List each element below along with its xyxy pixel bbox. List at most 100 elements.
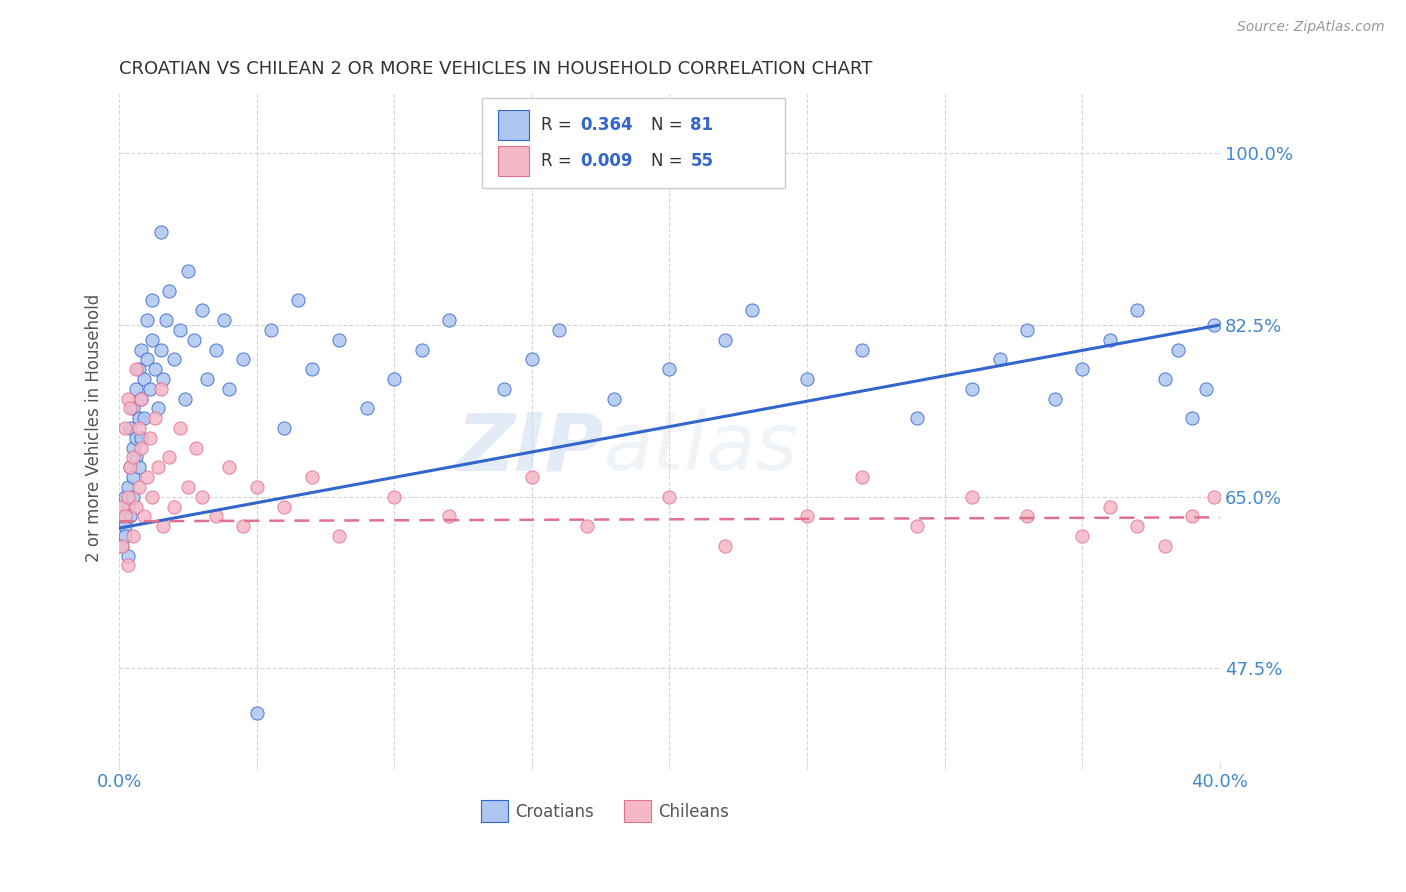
Point	[195, 372, 218, 386]
Point	[122, 470, 145, 484]
Point	[246, 706, 269, 720]
Point	[520, 352, 543, 367]
Point	[122, 490, 145, 504]
Point	[135, 352, 157, 367]
Point	[439, 509, 461, 524]
Point	[851, 470, 873, 484]
Point	[117, 558, 139, 573]
Point	[1167, 343, 1189, 357]
Point	[146, 460, 169, 475]
Point	[658, 362, 681, 376]
Point	[183, 333, 205, 347]
Point	[157, 450, 180, 465]
Text: 0.364: 0.364	[581, 116, 633, 134]
Text: ZIP: ZIP	[456, 409, 603, 487]
Point	[111, 539, 134, 553]
Point	[1181, 509, 1204, 524]
Point	[125, 362, 148, 376]
Text: 55: 55	[690, 153, 713, 170]
Point	[129, 431, 152, 445]
Point	[117, 549, 139, 563]
Point	[128, 362, 150, 376]
Text: CROATIAN VS CHILEAN 2 OR MORE VEHICLES IN HOUSEHOLD CORRELATION CHART: CROATIAN VS CHILEAN 2 OR MORE VEHICLES I…	[120, 60, 873, 78]
Text: N =: N =	[651, 153, 688, 170]
Point	[191, 303, 214, 318]
Point	[1071, 362, 1094, 376]
Point	[117, 490, 139, 504]
Point	[143, 362, 166, 376]
Point	[141, 333, 163, 347]
Point	[384, 372, 406, 386]
FancyBboxPatch shape	[481, 800, 508, 822]
Point	[520, 470, 543, 484]
Text: Source: ZipAtlas.com: Source: ZipAtlas.com	[1237, 20, 1385, 34]
Point	[713, 333, 735, 347]
Point	[384, 490, 406, 504]
Point	[120, 509, 142, 524]
Point	[138, 431, 160, 445]
Point	[111, 509, 134, 524]
Text: Chileans: Chileans	[658, 804, 730, 822]
Point	[1126, 519, 1149, 533]
Point	[796, 372, 818, 386]
Point	[328, 333, 350, 347]
Point	[273, 500, 295, 514]
Point	[114, 490, 136, 504]
Point	[117, 480, 139, 494]
Point	[132, 372, 155, 386]
Point	[152, 372, 174, 386]
FancyBboxPatch shape	[624, 800, 651, 822]
Point	[129, 392, 152, 406]
Point	[328, 529, 350, 543]
Point	[117, 392, 139, 406]
Point	[851, 343, 873, 357]
Point	[603, 392, 626, 406]
Point	[111, 500, 134, 514]
Point	[287, 293, 309, 308]
Point	[273, 421, 295, 435]
Point	[905, 411, 928, 425]
Point	[135, 313, 157, 327]
Point	[212, 313, 235, 327]
Point	[575, 519, 598, 533]
Point	[122, 401, 145, 416]
Point	[155, 313, 177, 327]
Point	[125, 450, 148, 465]
Text: N =: N =	[651, 116, 688, 134]
Point	[1071, 529, 1094, 543]
Point	[120, 401, 142, 416]
Y-axis label: 2 or more Vehicles in Household: 2 or more Vehicles in Household	[86, 294, 103, 562]
Point	[1126, 303, 1149, 318]
Point	[246, 480, 269, 494]
Point	[1153, 539, 1175, 553]
Point	[141, 293, 163, 308]
Point	[1181, 411, 1204, 425]
Point	[128, 411, 150, 425]
Point	[177, 480, 200, 494]
FancyBboxPatch shape	[498, 111, 529, 140]
Text: R =: R =	[541, 116, 576, 134]
Point	[146, 401, 169, 416]
Point	[149, 382, 172, 396]
Point	[988, 352, 1011, 367]
Point	[129, 441, 152, 455]
Point	[177, 264, 200, 278]
Point	[152, 519, 174, 533]
Point	[120, 421, 142, 435]
Point	[411, 343, 433, 357]
Point	[658, 490, 681, 504]
Point	[157, 284, 180, 298]
Text: 0.009: 0.009	[581, 153, 633, 170]
Point	[1195, 382, 1218, 396]
Point	[122, 529, 145, 543]
Point	[169, 421, 191, 435]
Point	[125, 500, 148, 514]
Point	[1043, 392, 1066, 406]
Point	[1098, 500, 1121, 514]
Point	[143, 411, 166, 425]
Point	[132, 411, 155, 425]
Point	[1204, 318, 1226, 332]
Point	[191, 490, 214, 504]
Point	[120, 460, 142, 475]
Point	[1098, 333, 1121, 347]
